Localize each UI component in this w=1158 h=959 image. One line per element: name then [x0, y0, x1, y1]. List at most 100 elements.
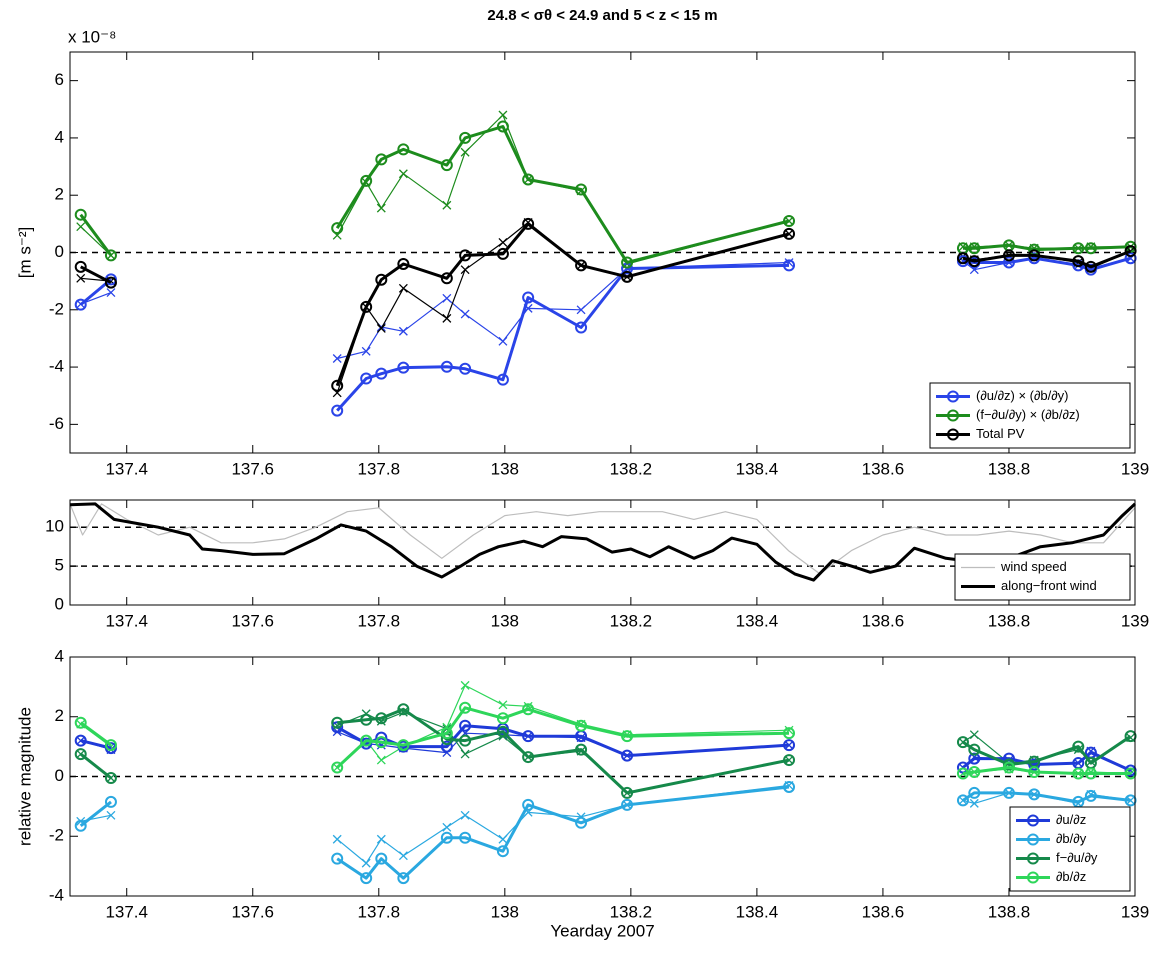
point-marker	[1084, 260, 1097, 273]
y-tick-label: 4	[55, 646, 64, 665]
point-marker	[496, 725, 509, 738]
legend-marker	[947, 428, 959, 441]
legend-marker	[1027, 833, 1039, 846]
x-tick-label: 137.8	[358, 902, 401, 921]
point-marker	[361, 858, 371, 868]
point-marker	[104, 249, 117, 262]
point-marker	[783, 739, 796, 752]
point-marker	[460, 749, 470, 759]
point-marker	[460, 810, 470, 820]
point-marker	[74, 716, 87, 729]
point-marker	[496, 120, 509, 133]
y-tick-label: 0	[55, 594, 64, 613]
point-marker	[376, 755, 386, 765]
x-tick-label: 138	[491, 459, 519, 478]
point-marker	[76, 273, 86, 283]
point-marker	[459, 734, 472, 747]
point-marker	[74, 734, 87, 747]
point-marker	[1084, 242, 1097, 255]
point-marker	[442, 200, 452, 210]
point-marker	[498, 110, 508, 120]
point-marker	[783, 754, 796, 767]
point-marker	[106, 810, 116, 820]
point-marker	[784, 216, 794, 226]
point-marker	[459, 249, 472, 262]
point-marker	[1002, 256, 1015, 269]
point-marker	[784, 229, 794, 239]
point-marker	[398, 169, 408, 179]
point-marker	[331, 404, 344, 417]
point-marker	[1124, 730, 1137, 743]
point-marker	[104, 739, 117, 752]
x-tick-label: 138.8	[988, 459, 1031, 478]
x-tick-label: 137.6	[231, 902, 274, 921]
y-tick-label: -2	[49, 299, 64, 318]
series-line	[79, 785, 1131, 880]
point-marker	[104, 795, 117, 808]
point-marker	[621, 798, 634, 811]
plot-frame	[69, 656, 1136, 897]
point-marker	[1124, 767, 1137, 780]
y-tick-label: 0	[55, 766, 64, 785]
point-marker	[331, 379, 344, 392]
y-tick-label: -4	[49, 357, 64, 376]
legend-label: Total PV	[976, 426, 1025, 441]
y-tick-label: 6	[55, 70, 64, 89]
x-tick-label: 138.2	[610, 459, 653, 478]
point-marker	[522, 798, 535, 811]
point-marker	[621, 749, 634, 762]
point-marker	[783, 227, 796, 240]
point-marker	[375, 273, 388, 286]
point-marker	[459, 719, 472, 732]
point-marker	[575, 743, 588, 756]
point-marker	[1072, 242, 1085, 255]
point-marker	[376, 834, 386, 844]
point-marker	[397, 143, 410, 156]
y-tick-label: -2	[49, 826, 64, 845]
legend-box	[954, 553, 1131, 601]
legend-marker	[1027, 871, 1039, 884]
point-marker	[375, 852, 388, 865]
point-marker	[576, 305, 586, 315]
point-marker	[522, 217, 535, 230]
point-marker	[375, 367, 388, 380]
point-marker	[360, 713, 373, 726]
point-marker	[331, 716, 344, 729]
point-marker	[440, 159, 453, 172]
point-marker	[1124, 794, 1137, 807]
y-offset-label: x 10⁻⁸	[68, 27, 116, 46]
point-marker	[621, 730, 634, 743]
point-marker	[522, 730, 535, 743]
point-marker	[621, 270, 634, 283]
point-marker	[956, 794, 969, 807]
point-marker	[460, 309, 470, 319]
point-marker	[360, 734, 373, 747]
point-marker	[440, 272, 453, 285]
point-marker	[1124, 252, 1137, 265]
point-marker	[440, 831, 453, 844]
x-tick-label: 137.8	[358, 611, 401, 630]
point-marker	[106, 288, 116, 298]
point-marker	[968, 752, 981, 765]
point-marker	[968, 242, 981, 255]
point-marker	[496, 845, 509, 858]
point-marker	[1028, 766, 1041, 779]
point-marker	[459, 131, 472, 144]
point-marker	[783, 214, 796, 227]
x-tick-label: 137.6	[231, 611, 274, 630]
legend-label: (∂u/∂z) × (∂b/∂y)	[976, 388, 1069, 403]
point-marker	[969, 730, 979, 740]
legend-marker	[947, 390, 959, 403]
legend-marker	[947, 409, 959, 422]
point-marker	[74, 748, 87, 761]
point-marker	[459, 831, 472, 844]
point-marker	[575, 816, 588, 829]
legend-marker	[1027, 852, 1039, 865]
point-marker	[1002, 786, 1015, 799]
point-marker	[397, 739, 410, 752]
point-marker	[74, 298, 87, 311]
point-marker	[522, 173, 535, 186]
point-marker	[375, 736, 388, 749]
x-axis-label: Yearday 2007	[550, 921, 654, 940]
x-tick-label: 138.2	[610, 902, 653, 921]
